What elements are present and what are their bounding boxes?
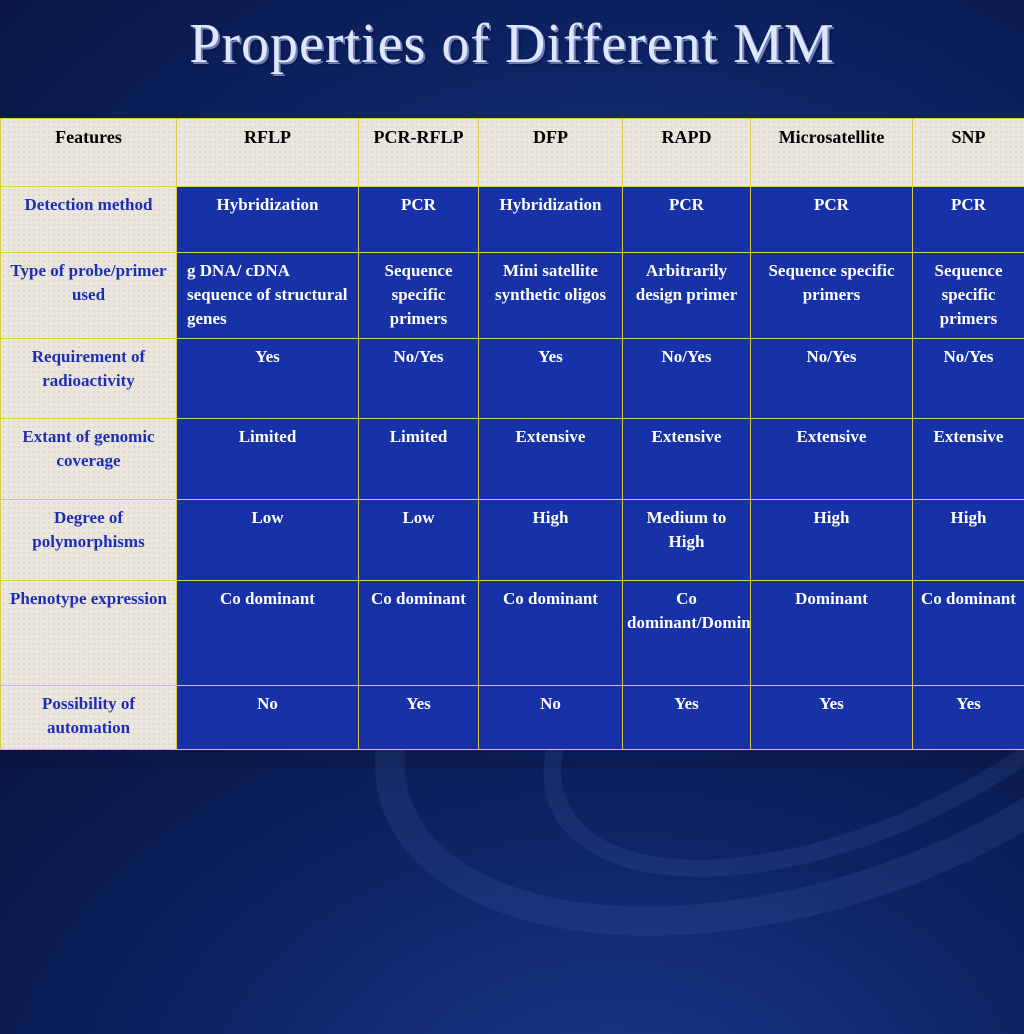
table-cell: High — [913, 500, 1024, 581]
slide-title: Properties of Different MM — [0, 12, 1024, 76]
row-header: Possibility of automation — [1, 686, 177, 750]
table-cell: Yes — [623, 686, 751, 750]
table-row: Requirement of radioactivity Yes No/Yes … — [1, 339, 1024, 419]
row-header: Extant of genomic coverage — [1, 419, 177, 500]
column-header: RFLP — [177, 119, 359, 187]
properties-table: Features RFLP PCR-RFLP DFP RAPD Microsat… — [0, 118, 1024, 750]
table-header-row: Features RFLP PCR-RFLP DFP RAPD Microsat… — [1, 119, 1024, 187]
table-cell: No/Yes — [623, 339, 751, 419]
table-cell: Sequence specific primers — [751, 253, 913, 339]
table-cell: Low — [359, 500, 479, 581]
table-cell: Hybridization — [479, 187, 623, 253]
table-cell: Co dominant — [177, 581, 359, 686]
table-cell: Extensive — [479, 419, 623, 500]
table-cell: Yes — [177, 339, 359, 419]
table-cell: High — [751, 500, 913, 581]
table-cell: Extensive — [623, 419, 751, 500]
table-row: Detection method Hybridization PCR Hybri… — [1, 187, 1024, 253]
table-cell: g DNA/ cDNA sequence of structural genes — [177, 253, 359, 339]
table-cell: Co dominant — [359, 581, 479, 686]
table-cell: Low — [177, 500, 359, 581]
table-cell: PCR — [623, 187, 751, 253]
table-cell: Mini satellite synthetic oligos — [479, 253, 623, 339]
row-header: Requirement of radioactivity — [1, 339, 177, 419]
table-cell: Limited — [359, 419, 479, 500]
table-cell: Yes — [359, 686, 479, 750]
table-cell: Co dominant/Dominant — [623, 581, 751, 686]
table-cell: Extensive — [751, 419, 913, 500]
table-cell: No — [177, 686, 359, 750]
table-cell: PCR — [751, 187, 913, 253]
table-cell: PCR — [359, 187, 479, 253]
table-cell: PCR — [913, 187, 1024, 253]
table-cell: Sequence specific primers — [913, 253, 1024, 339]
table-cell: Dominant — [751, 581, 913, 686]
table-row: Type of probe/primer used g DNA/ cDNA se… — [1, 253, 1024, 339]
table-row: Degree of polymorphisms Low Low High Med… — [1, 500, 1024, 581]
table-cell: Hybridization — [177, 187, 359, 253]
table-cell: Arbitrarily design primer — [623, 253, 751, 339]
column-header: DFP — [479, 119, 623, 187]
table-cell: Yes — [913, 686, 1024, 750]
table-cell: No/Yes — [913, 339, 1024, 419]
row-header: Detection method — [1, 187, 177, 253]
table-row: Extant of genomic coverage Limited Limit… — [1, 419, 1024, 500]
column-header: RAPD — [623, 119, 751, 187]
table-row: Possibility of automation No Yes No Yes … — [1, 686, 1024, 750]
table-cell: Co dominant — [479, 581, 623, 686]
table-row: Phenotype expression Co dominant Co domi… — [1, 581, 1024, 686]
table-cell: High — [479, 500, 623, 581]
table-cell: Extensive — [913, 419, 1024, 500]
table-cell: No — [479, 686, 623, 750]
table-cell: Yes — [751, 686, 913, 750]
table-cell: Medium to High — [623, 500, 751, 581]
table-cell: No/Yes — [751, 339, 913, 419]
table-cell: Yes — [479, 339, 623, 419]
table-cell: Sequence specific primers — [359, 253, 479, 339]
table-cell: Co dominant — [913, 581, 1024, 686]
row-header: Phenotype expression — [1, 581, 177, 686]
table-cell: No/Yes — [359, 339, 479, 419]
column-header: Features — [1, 119, 177, 187]
row-header: Degree of polymorphisms — [1, 500, 177, 581]
column-header: Microsatellite — [751, 119, 913, 187]
column-header: PCR-RFLP — [359, 119, 479, 187]
table-cell: Limited — [177, 419, 359, 500]
row-header: Type of probe/primer used — [1, 253, 177, 339]
column-header: SNP — [913, 119, 1024, 187]
